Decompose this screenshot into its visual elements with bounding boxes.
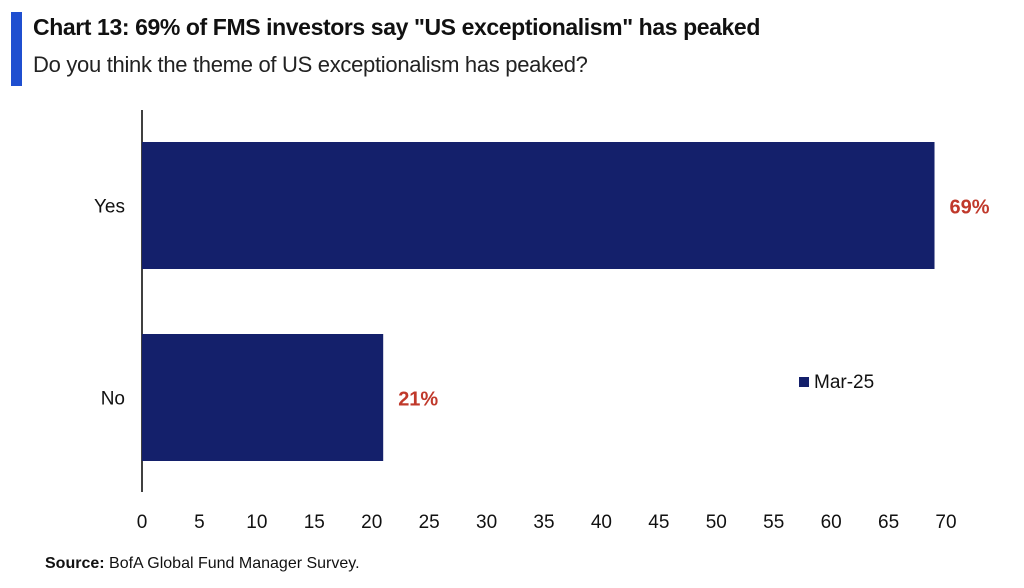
chart-title: Chart 13: 69% of FMS investors say "US e… <box>33 14 760 40</box>
bar-yes <box>142 142 935 269</box>
x-tick-label: 0 <box>137 512 148 533</box>
x-tick-label: 5 <box>194 512 205 533</box>
x-tick-label: 10 <box>246 512 267 533</box>
chart-subtitle: Do you think the theme of US exceptional… <box>33 52 588 77</box>
x-tick-label: 50 <box>706 512 727 533</box>
x-tick-label: 40 <box>591 512 612 533</box>
category-label-no: No <box>101 389 125 410</box>
category-label-yes: Yes <box>94 197 125 218</box>
x-tick-label: 35 <box>533 512 554 533</box>
accent-bar <box>11 12 22 86</box>
x-tick-label: 55 <box>763 512 784 533</box>
data-label-no: 21% <box>398 389 438 411</box>
source-label: Source: <box>45 555 105 572</box>
bar-no <box>142 334 384 461</box>
source-note: Source: BofA Global Fund Manager Survey. <box>45 555 360 573</box>
legend-swatch <box>799 377 809 387</box>
x-tick-label: 45 <box>648 512 669 533</box>
x-tick-label: 15 <box>304 512 325 533</box>
x-tick-label: 70 <box>935 512 956 533</box>
legend-label: Mar-25 <box>814 372 874 393</box>
x-tick-label: 65 <box>878 512 899 533</box>
x-tick-label: 60 <box>821 512 842 533</box>
x-tick-label: 25 <box>419 512 440 533</box>
source-text: BofA Global Fund Manager Survey. <box>109 555 360 572</box>
x-tick-label: 20 <box>361 512 382 533</box>
x-tick-label: 30 <box>476 512 497 533</box>
data-label-yes: 69% <box>950 197 990 219</box>
